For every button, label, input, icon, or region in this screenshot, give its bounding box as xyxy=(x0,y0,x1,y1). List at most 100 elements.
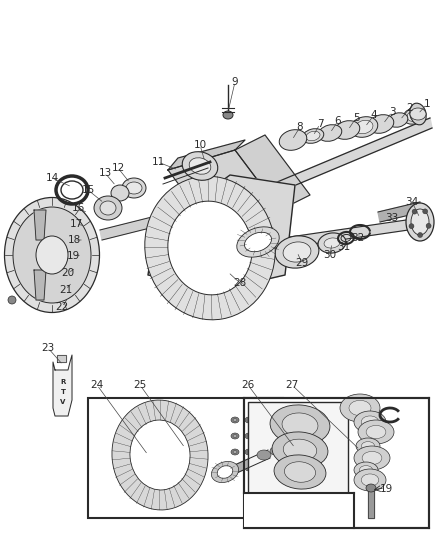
Ellipse shape xyxy=(410,108,426,120)
Text: 16: 16 xyxy=(71,203,85,213)
Text: 18: 18 xyxy=(67,235,81,245)
Ellipse shape xyxy=(360,466,373,474)
Text: 25: 25 xyxy=(134,380,147,390)
Ellipse shape xyxy=(361,416,379,428)
Ellipse shape xyxy=(189,158,211,174)
Ellipse shape xyxy=(282,413,318,437)
Polygon shape xyxy=(148,175,295,290)
Ellipse shape xyxy=(244,232,272,252)
Polygon shape xyxy=(378,202,422,222)
Ellipse shape xyxy=(340,394,380,422)
Ellipse shape xyxy=(261,466,265,470)
Text: 17: 17 xyxy=(69,219,83,229)
Ellipse shape xyxy=(270,447,280,455)
Text: 14: 14 xyxy=(46,173,59,183)
Bar xyxy=(88,398,283,518)
Ellipse shape xyxy=(261,418,265,422)
Ellipse shape xyxy=(212,462,239,482)
Ellipse shape xyxy=(324,238,340,248)
Text: 23: 23 xyxy=(41,343,55,353)
Ellipse shape xyxy=(245,417,253,423)
Ellipse shape xyxy=(126,182,142,194)
Circle shape xyxy=(412,209,417,214)
Ellipse shape xyxy=(173,180,247,260)
Polygon shape xyxy=(155,245,237,270)
Text: 31: 31 xyxy=(337,242,351,252)
Ellipse shape xyxy=(231,465,239,471)
Text: V: V xyxy=(60,399,66,405)
Ellipse shape xyxy=(160,213,200,257)
Text: 27: 27 xyxy=(286,380,299,390)
Ellipse shape xyxy=(223,111,233,119)
Polygon shape xyxy=(368,488,374,518)
Ellipse shape xyxy=(100,201,116,215)
Text: 4: 4 xyxy=(371,110,377,120)
Ellipse shape xyxy=(259,449,267,455)
Ellipse shape xyxy=(112,400,208,510)
Ellipse shape xyxy=(368,115,394,133)
Text: 28: 28 xyxy=(233,278,247,288)
Ellipse shape xyxy=(130,420,190,490)
Polygon shape xyxy=(34,210,46,240)
Ellipse shape xyxy=(247,418,251,422)
Ellipse shape xyxy=(210,257,246,283)
Ellipse shape xyxy=(233,450,237,454)
Text: 13: 13 xyxy=(99,168,112,178)
Ellipse shape xyxy=(259,433,267,439)
Ellipse shape xyxy=(366,425,386,439)
Ellipse shape xyxy=(283,439,317,461)
Ellipse shape xyxy=(122,178,146,198)
Ellipse shape xyxy=(231,449,239,455)
Ellipse shape xyxy=(245,449,253,455)
Text: 8: 8 xyxy=(297,122,303,132)
Ellipse shape xyxy=(354,446,390,470)
Ellipse shape xyxy=(279,130,307,150)
Ellipse shape xyxy=(361,474,379,486)
Ellipse shape xyxy=(410,103,426,125)
Ellipse shape xyxy=(247,450,251,454)
Ellipse shape xyxy=(349,400,371,416)
Polygon shape xyxy=(168,140,245,170)
Text: 24: 24 xyxy=(90,380,104,390)
Ellipse shape xyxy=(366,484,376,492)
Ellipse shape xyxy=(270,405,330,445)
Ellipse shape xyxy=(407,111,421,122)
Ellipse shape xyxy=(302,128,324,143)
Ellipse shape xyxy=(168,201,252,295)
Ellipse shape xyxy=(231,433,239,439)
Ellipse shape xyxy=(257,450,271,460)
Ellipse shape xyxy=(237,227,279,257)
Ellipse shape xyxy=(358,420,394,444)
Text: 15: 15 xyxy=(81,185,95,195)
Ellipse shape xyxy=(261,450,265,454)
Ellipse shape xyxy=(231,417,239,423)
Bar xyxy=(244,398,429,528)
Ellipse shape xyxy=(152,205,208,265)
Ellipse shape xyxy=(245,465,253,471)
Ellipse shape xyxy=(275,236,319,268)
Polygon shape xyxy=(168,150,280,230)
Circle shape xyxy=(423,209,427,214)
Text: 32: 32 xyxy=(351,233,364,243)
Ellipse shape xyxy=(192,201,227,239)
Text: 34: 34 xyxy=(406,197,419,207)
Ellipse shape xyxy=(245,433,253,439)
Ellipse shape xyxy=(145,176,275,320)
Circle shape xyxy=(8,296,16,304)
Ellipse shape xyxy=(247,466,251,470)
Text: 19: 19 xyxy=(379,484,392,494)
Ellipse shape xyxy=(111,185,129,201)
Ellipse shape xyxy=(406,203,434,241)
Ellipse shape xyxy=(403,108,425,124)
Ellipse shape xyxy=(259,465,267,471)
Bar xyxy=(248,402,348,497)
Text: 5: 5 xyxy=(353,113,359,123)
Polygon shape xyxy=(100,210,182,240)
Ellipse shape xyxy=(362,451,382,465)
Text: 6: 6 xyxy=(335,116,341,126)
Ellipse shape xyxy=(272,432,328,468)
Ellipse shape xyxy=(36,236,68,274)
Polygon shape xyxy=(235,218,422,255)
Ellipse shape xyxy=(233,418,237,422)
Ellipse shape xyxy=(247,434,251,438)
